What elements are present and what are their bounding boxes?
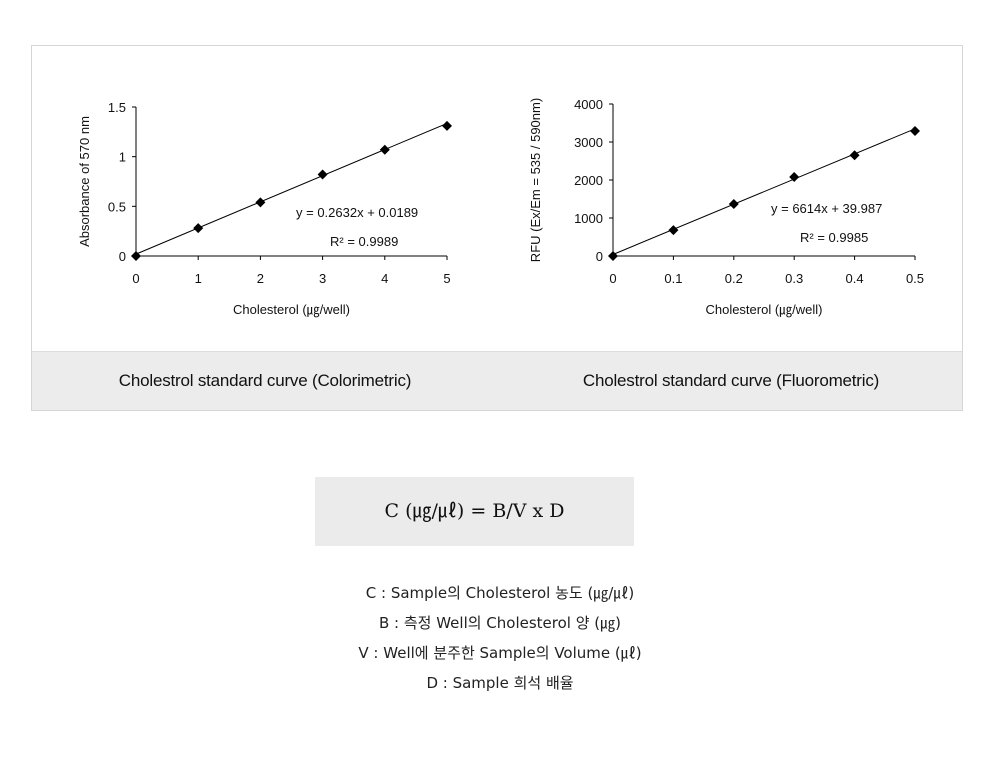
x-tick-label: 0.1 [664,271,682,286]
legend-line-v: V : Well에 분주한 Sample의 Volume (㎕) [358,644,642,662]
x-tick-label: 5 [443,271,450,286]
x-tick-label: 1 [195,271,202,286]
y-tick-label: 4000 [574,97,603,112]
y-tick-label: 2000 [574,173,603,188]
x-tick-label: 0.5 [906,271,924,286]
data-point [668,225,679,236]
legend-line-b: B : 측정 Well의 Cholesterol 양 (㎍) [378,614,622,632]
data-point [789,171,800,182]
data-point [608,251,618,261]
concentration-formula: C (㎍/㎕) = B/V x D [315,477,634,546]
r-squared-label: R² = 0.9989 [330,234,398,249]
trendline [612,128,916,255]
colorimetric-chart: 0 0.5 1 1.5 0 1 2 3 4 5 y = 0.2632x + 0.0189 R² = 0… [77,100,452,318]
x-tick-label: 2 [257,271,264,286]
y-tick-label: 0 [596,249,603,264]
data-point [255,197,266,208]
x-tick-label: 4 [381,271,388,286]
legend-line-c: C : Sample의 Cholesterol 농도 (㎍/㎕) [365,584,635,602]
y-tick-label: 0 [119,249,126,264]
y-tick-label: 1.5 [108,100,126,115]
legend-line-d: D : Sample 희석 배율 [426,674,574,692]
y-tick-label: 1000 [574,211,603,226]
data-point [910,125,920,136]
data-point [317,169,328,180]
data-point [379,144,390,155]
x-tick-label: 3 [319,271,326,286]
y-axis-title: Absorbance of 570 nm [77,116,92,247]
standard-curves-panel: 0 0.5 1 1.5 0 1 2 3 4 5 y = 0.2632x + 0.0189 R² = 0… [31,45,963,411]
trendline-equation: y = 6614x + 39.987 [771,201,882,216]
fluorometric-chart: 0 1000 2000 3000 4000 0 0.1 0.2 0.3 0.4 0.5 y = 661… [528,97,924,318]
x-tick-label: 0 [609,271,616,286]
data-point [442,120,452,131]
formula-legend: C : Sample의 Cholesterol 농도 (㎍/㎕) B : 측정 … [0,578,1000,698]
y-axis-title: RFU (Ex/Em = 535 / 590nm) [528,98,543,262]
x-axis-title: Cholesterol (㎍/well) [233,302,350,318]
data-point [728,198,739,209]
data-point [849,150,860,161]
x-tick-label: 0.3 [785,271,803,286]
x-tick-label: 0.2 [725,271,743,286]
r-squared-label: R² = 0.9985 [800,230,868,245]
x-tick-label: 0.4 [846,271,864,286]
caption-bar: Cholestrol standard curve (Colorimetric)… [32,351,962,410]
fluorometric-caption: Cholestrol standard curve (Fluorometric) [582,371,880,390]
y-tick-label: 3000 [574,135,603,150]
data-point [193,223,204,234]
y-tick-label: 1 [119,150,126,165]
trendline-equation: y = 0.2632x + 0.0189 [296,205,418,220]
trendline [135,122,448,255]
data-point [131,251,141,261]
y-tick-label: 0.5 [108,199,126,214]
x-axis-title: Cholesterol (㎍/well) [705,302,822,318]
x-tick-label: 0 [132,271,139,286]
colorimetric-caption: Cholestrol standard curve (Colorimetric) [118,371,412,390]
